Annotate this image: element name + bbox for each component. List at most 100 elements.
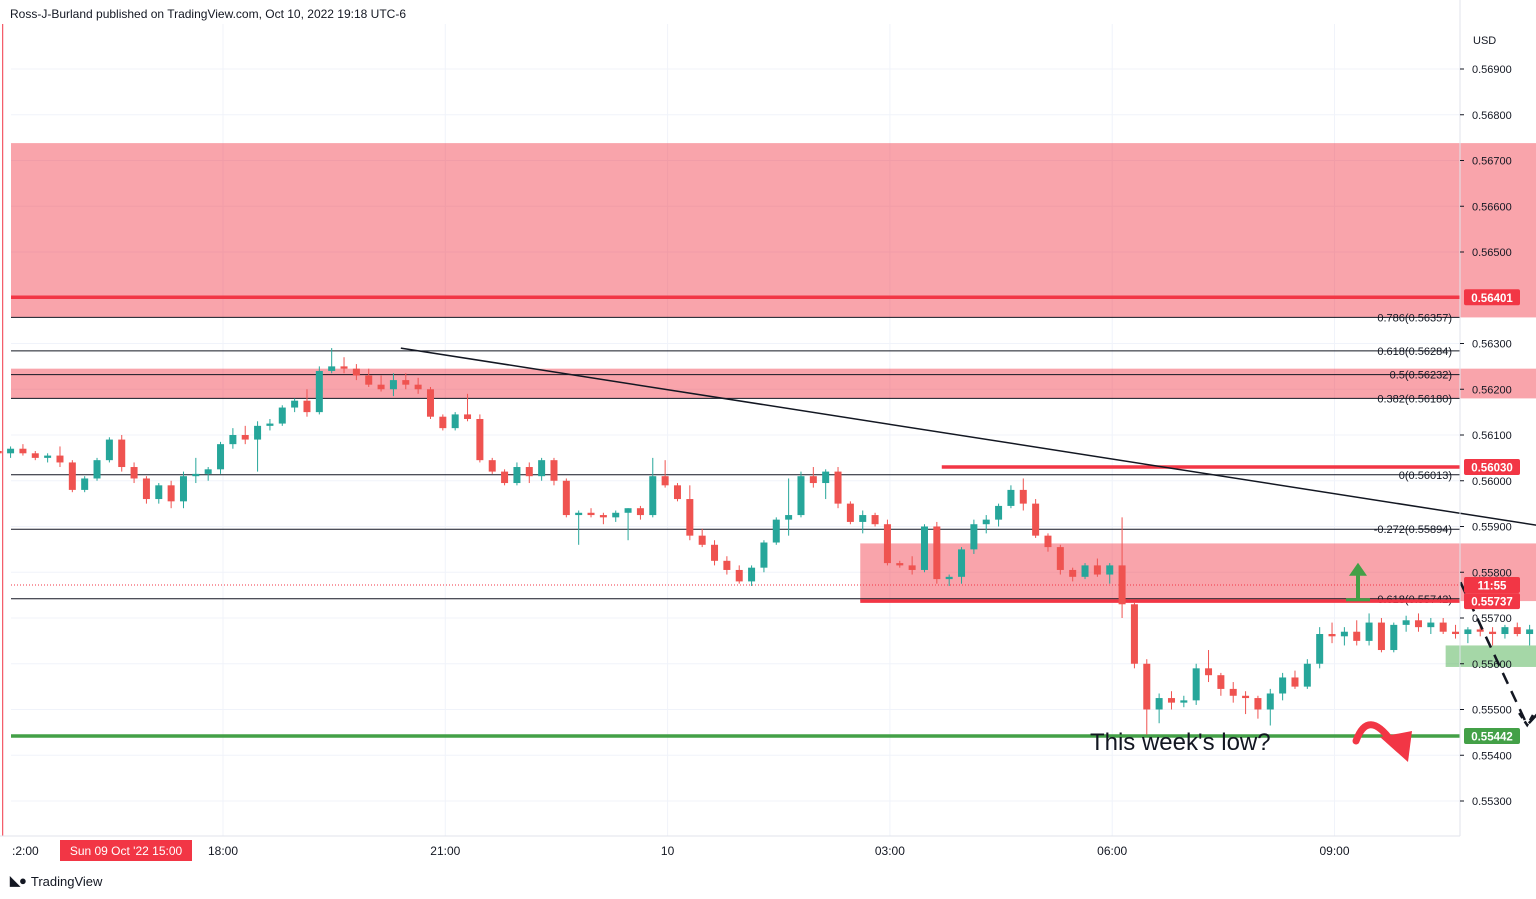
candle-body [1192, 668, 1200, 701]
price-tick-label: 0.55700 [1472, 613, 1512, 625]
candle-body [1353, 631, 1361, 641]
candle-body [550, 460, 558, 481]
candle-body [575, 512, 583, 516]
candle-body [167, 485, 175, 502]
level-badge [1464, 593, 1520, 610]
candle-body [562, 480, 570, 516]
time-tick-label: 21:00 [430, 844, 460, 858]
candle-body [56, 455, 64, 463]
price-tick-label: 0.56900 [1472, 64, 1512, 76]
candle-body [945, 576, 953, 580]
candle-body [612, 512, 620, 518]
candle-body [933, 526, 941, 580]
price-tick-label: 0.56100 [1472, 430, 1512, 442]
candle-body [1217, 675, 1225, 689]
candle-body [130, 467, 138, 479]
candle-body [525, 467, 533, 477]
tradingview-footer[interactable]: ◣● TradingView [10, 873, 102, 889]
candle-body [859, 515, 867, 522]
price-tick-label: 0.56700 [1472, 156, 1512, 168]
candle-body [1242, 695, 1250, 699]
candle-body [204, 469, 212, 474]
candle-body [1081, 565, 1089, 577]
candle-body [1254, 698, 1262, 710]
candle-body [464, 414, 472, 419]
candle-body [328, 366, 336, 371]
fib-level-label: 0.5(0.56232) [1390, 370, 1452, 382]
candle-body [1106, 565, 1114, 575]
candle-body [105, 439, 113, 461]
candle-body [501, 471, 509, 484]
candle-body [1390, 624, 1398, 651]
candle-body [1032, 503, 1040, 536]
axes-layer: USD 0.56900 0.56800 0.56700 0.56600 0.56500 0.… [0, 0, 1520, 861]
annotations-layer: Double bottomThis week's low? [1090, 562, 1412, 762]
candle-body [1266, 693, 1274, 710]
candle-body [834, 471, 842, 504]
support-zone [1445, 645, 1536, 667]
level-badge-label: 0.55442 [1471, 732, 1513, 744]
candle-body [451, 414, 459, 429]
candle-body [365, 375, 373, 385]
candle-body [1180, 700, 1188, 703]
price-tick-label: 0.55400 [1472, 750, 1512, 762]
candle-body [476, 418, 484, 461]
candle-body [538, 460, 546, 477]
time-tick-label: 06:00 [1097, 844, 1127, 858]
candle-body [723, 560, 731, 570]
candles-layer [0, 348, 1534, 735]
level-badge [1464, 289, 1520, 306]
candle-body [982, 519, 990, 525]
price-tick-label: 0.55500 [1472, 705, 1512, 717]
candle-body [315, 370, 323, 413]
level-badge [1464, 728, 1520, 745]
candle-body [414, 384, 422, 390]
candle-body [68, 462, 76, 490]
candle-body [81, 478, 89, 490]
path-arrowhead [1518, 712, 1536, 728]
candle-body [711, 544, 719, 561]
candle-body [389, 380, 397, 390]
candle-body [426, 389, 434, 417]
resistance-zone [11, 143, 1536, 318]
candle-body [118, 439, 126, 468]
candle-body [1513, 627, 1521, 635]
candle-body [624, 508, 632, 513]
candle-body [1439, 622, 1447, 632]
candle-body [278, 407, 286, 424]
candle-body [1377, 622, 1385, 651]
resistance-zone [860, 543, 1536, 602]
crosshair-time-label: Sun 09 Oct '22 15:00 [70, 844, 183, 858]
candle-body [377, 384, 385, 390]
brand-name: TradingView [30, 873, 103, 889]
candle-body [896, 563, 904, 566]
price-tick-label: 0.56300 [1472, 339, 1512, 351]
level-badge [1464, 459, 1520, 476]
candle-body [1130, 604, 1138, 664]
candle-body [809, 476, 817, 484]
candle-body [217, 444, 225, 470]
candle-body [686, 499, 694, 536]
candle-body [1427, 622, 1435, 628]
candle-body [1056, 547, 1064, 570]
candle-body [488, 460, 496, 472]
candle-body [266, 423, 274, 426]
trendline-layer [400, 347, 1536, 728]
candle-body [587, 512, 595, 516]
candle-body [31, 453, 39, 458]
candle-body [908, 565, 916, 570]
candle-body [1452, 631, 1460, 635]
candle-body [192, 473, 200, 477]
candle-body [1476, 629, 1484, 632]
up-arrow-icon [1349, 562, 1367, 600]
candle-body [1155, 698, 1163, 710]
price-tick-label: 0.56200 [1472, 384, 1512, 396]
trendline [400, 347, 1536, 526]
candle-body [340, 366, 348, 369]
candle-body [995, 505, 1003, 520]
candle-body [254, 425, 262, 440]
candle-body [846, 503, 854, 522]
candle-body [970, 524, 978, 550]
candle-body [1093, 565, 1101, 575]
